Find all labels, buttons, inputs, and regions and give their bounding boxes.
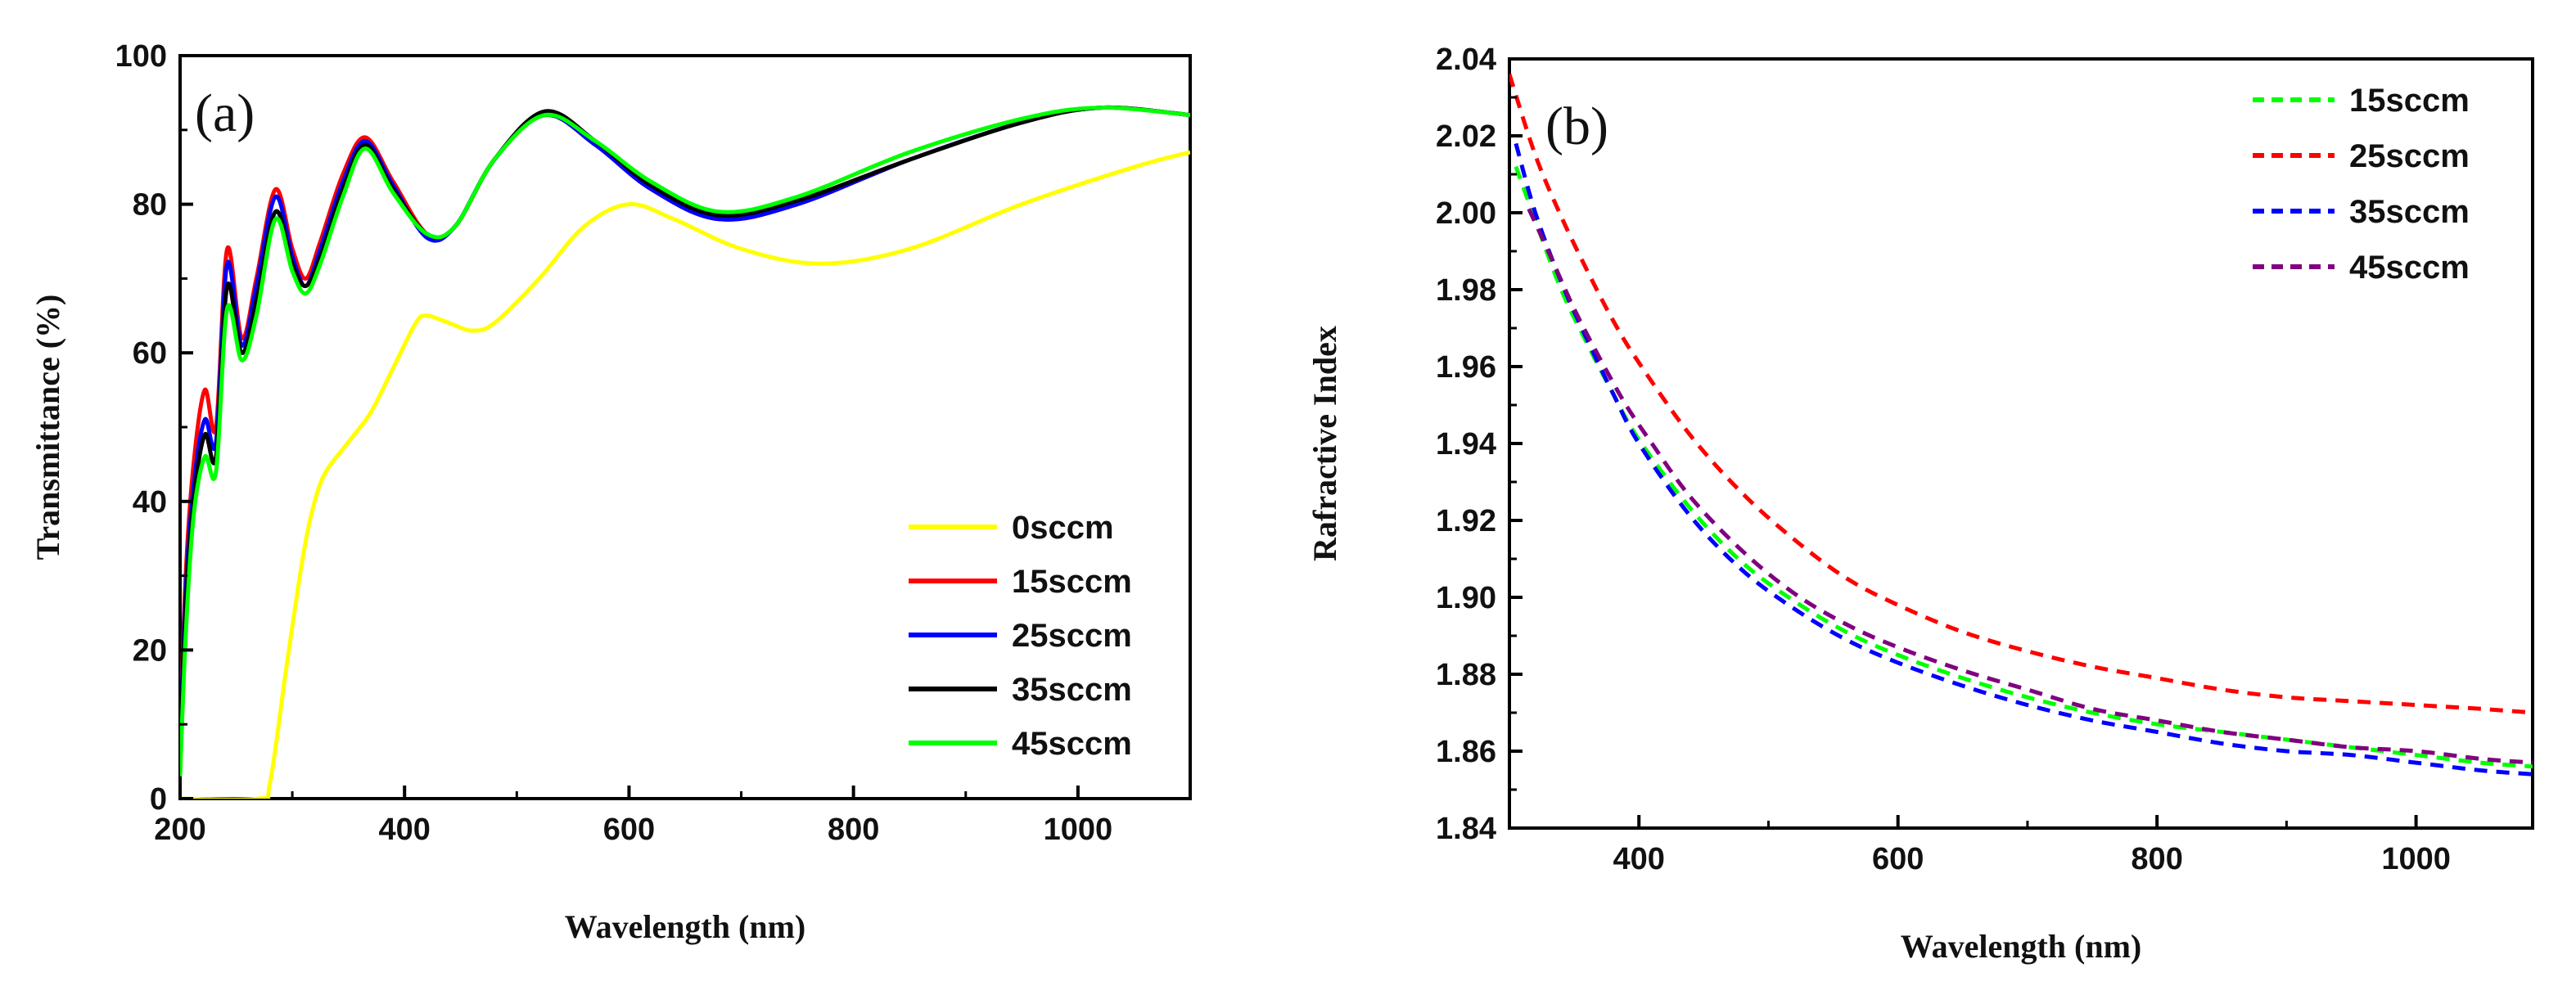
panel-label-b: (b) <box>1545 97 1608 156</box>
y-tick-label-b: 1.92 <box>1436 504 1496 538</box>
y-tick-label-a: 40 <box>133 485 167 520</box>
y-axis-title-a: Transmittance (%) <box>29 295 66 561</box>
x-tick-label-b: 1000 <box>2381 842 2451 876</box>
legend-label-a: 35sccm <box>1012 672 1132 708</box>
y-tick-label-b: 1.88 <box>1436 658 1496 692</box>
y-tick-label-b: 1.94 <box>1436 427 1496 461</box>
x-axis-title-a: Wavelength (nm) <box>565 908 805 945</box>
x-tick-label-a: 800 <box>828 813 879 847</box>
legend-label-a: 15sccm <box>1012 564 1132 600</box>
y-tick-label-a: 0 <box>150 782 167 817</box>
y-axis-title-b: Rafractive Index <box>1306 326 1343 561</box>
x-tick-label-a: 1000 <box>1044 813 1113 847</box>
series-line-b-25sccm <box>1509 74 2533 715</box>
y-tick-label-a: 20 <box>133 633 167 668</box>
legend-label-b: 45sccm <box>2349 250 2470 286</box>
series-line-a-0sccm <box>180 150 1190 799</box>
panel-a: 200 400 600 800 1000 0 20 40 60 80 100 (a) Wavelen… <box>29 39 1192 945</box>
legend-label-a: 0sccm <box>1012 510 1114 546</box>
legend-a: 0sccm 15sccm 25sccm 35sccm 45sccm <box>909 510 1132 762</box>
y-tick-label-b: 1.96 <box>1436 350 1496 385</box>
panel-b: 400 600 800 1000 1.84 1.86 1.88 1.90 1.92 1.94 1.9… <box>1306 43 2534 965</box>
legend-label-b: 15sccm <box>2349 83 2470 119</box>
legend-label-a: 45sccm <box>1012 726 1132 762</box>
y-tick-label-b: 1.90 <box>1436 581 1496 615</box>
y-tick-label-a: 80 <box>133 188 167 223</box>
y-tick-label-b: 2.00 <box>1436 196 1496 231</box>
series-line-b-45sccm <box>1527 208 2533 765</box>
series-line-a-45sccm <box>180 106 1190 777</box>
y-tick-label-b: 2.04 <box>1436 43 1496 77</box>
x-tick-label-b: 800 <box>2131 842 2182 876</box>
series-line-b-35sccm <box>1514 142 2533 777</box>
x-tick-label-a: 400 <box>379 813 431 847</box>
legend-label-b: 25sccm <box>2349 138 2470 174</box>
legend-label-a: 25sccm <box>1012 618 1132 654</box>
panel-label-a: (a) <box>195 83 255 143</box>
y-tick-label-a: 100 <box>115 39 167 74</box>
x-axis-title-b: Wavelength (nm) <box>1901 928 2141 965</box>
x-tick-label-b: 600 <box>1872 842 1924 876</box>
x-tick-label-a: 200 <box>154 813 205 847</box>
x-tick-label-a: 600 <box>603 813 655 847</box>
y-tick-label-a: 60 <box>133 336 167 371</box>
y-tick-label-b: 1.86 <box>1436 735 1496 769</box>
plot-frame-b <box>1508 57 2534 830</box>
legend-label-b: 35sccm <box>2349 194 2470 230</box>
x-tick-label-b: 400 <box>1613 842 1665 876</box>
y-tick-label-b: 2.02 <box>1436 119 1496 154</box>
y-tick-label-b: 1.84 <box>1436 812 1496 846</box>
y-tick-label-b: 1.98 <box>1436 273 1496 308</box>
legend-b: 15sccm 25sccm 35sccm 45sccm <box>2253 83 2470 286</box>
